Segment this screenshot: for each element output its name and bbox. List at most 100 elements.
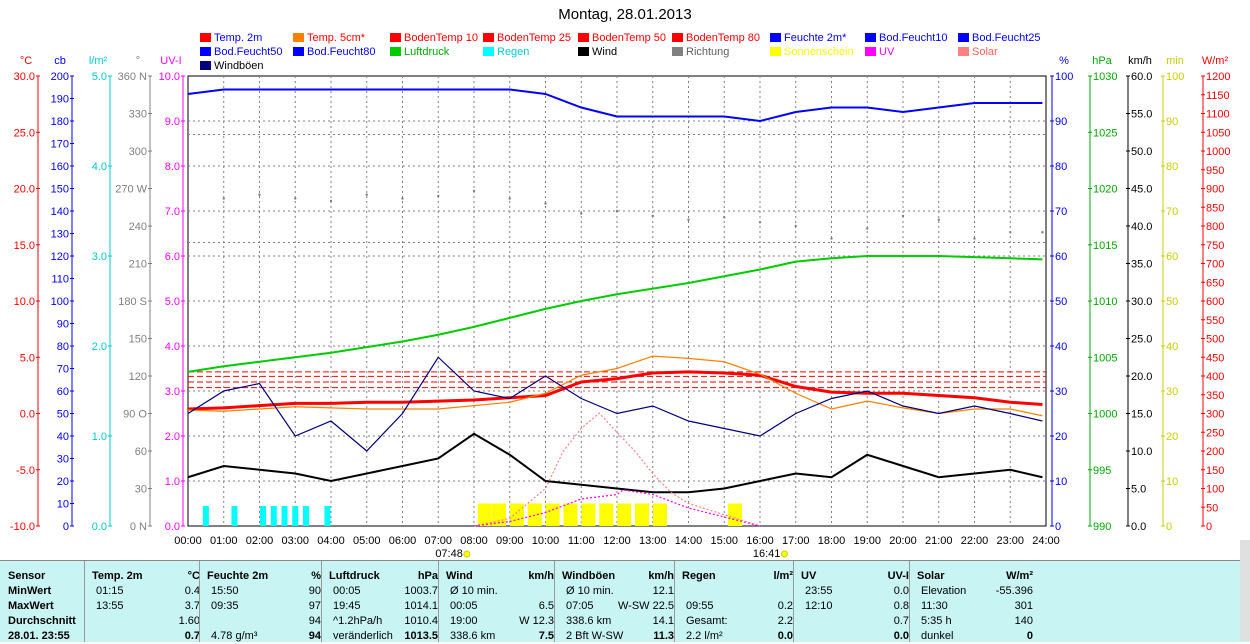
vertical-scrollbar[interactable]	[1240, 540, 1250, 641]
axis-tick-label: 40	[1166, 341, 1178, 353]
axis-label-temp_c: °C	[20, 55, 32, 67]
legend-label: BodenTemp 10	[404, 32, 478, 44]
axis-tick-label: 90	[1055, 116, 1067, 128]
axis-tick-label: 20.0	[1131, 371, 1152, 383]
axis-tick-label: 20	[1166, 431, 1178, 443]
x-tick-label: 06:00	[389, 535, 417, 547]
legend-item-regen: Regen	[483, 46, 529, 58]
axis-tick-label: 40.0	[1131, 221, 1152, 233]
axis-tick-label: 1000	[1206, 146, 1230, 158]
axis-tick-label: 150	[51, 184, 69, 196]
axis-tick-label: 20	[1055, 431, 1067, 443]
col-unit: hPa	[417, 570, 438, 582]
bar-regen	[281, 506, 288, 526]
axis-tick-label: 10.0	[159, 71, 180, 83]
axis-tick-label: 100	[1166, 71, 1184, 83]
bar-regen	[260, 506, 267, 526]
axis-tick-label: 4.0	[92, 161, 107, 173]
point-richtung	[508, 197, 511, 200]
axis-tick-label: 400	[1206, 371, 1224, 383]
axis-tick-label: 1050	[1206, 127, 1230, 139]
legend-item-feuchte-2m-: Feuchte 2m*	[770, 32, 846, 44]
col-unit: °C	[187, 570, 200, 582]
axis-tick-label: 20.0	[14, 184, 35, 196]
legend-label: UV	[879, 46, 895, 58]
axis-tick-label: 5.0	[92, 71, 107, 83]
axis-tick-label: 35.0	[1131, 259, 1152, 271]
cell-value: 0.7	[184, 630, 200, 642]
x-tick-label: 10:00	[532, 535, 560, 547]
axis-tick-label: 30	[1055, 386, 1067, 398]
legend-swatch	[483, 47, 494, 56]
table-col-separator	[321, 561, 322, 642]
axis-label-humidity: %	[1059, 55, 1069, 67]
legend-item-bod-feucht50: Bod.Feucht50	[200, 46, 283, 58]
axis-tick-label: 50	[1206, 502, 1218, 514]
axis-tick-label: 60.0	[1131, 71, 1152, 83]
cell-value: 6.5	[538, 600, 554, 612]
legend-swatch	[958, 33, 969, 42]
legend-swatch	[200, 61, 211, 70]
cell-label: 09:35	[211, 600, 239, 612]
cell-label: 338.6 km	[566, 615, 612, 627]
axis-tick-label: 250	[1206, 427, 1224, 439]
x-tick-label: 24:00	[1032, 535, 1060, 547]
legend-item-temp-5cm-: Temp. 5cm*	[293, 32, 365, 44]
line-uv	[473, 489, 761, 527]
cell-label: 2 Bft W-SW	[566, 630, 624, 642]
legend-item-uv: UV	[865, 46, 894, 58]
axis-tick-label: 150	[129, 334, 147, 346]
line-temp-5cm-	[187, 355, 1043, 417]
bar-sonnenschein	[545, 503, 560, 526]
axis-label-solar: W/m²	[1202, 55, 1229, 67]
cell-value: 0.2	[777, 600, 793, 612]
axis-tick-label: 5.0	[1131, 484, 1146, 496]
cell-label: 2.2 l/m²	[686, 630, 723, 642]
axis-tick-label: 50	[57, 409, 69, 421]
axis-tick-label: 45.0	[1131, 184, 1152, 196]
cell-value: 12.1	[652, 585, 674, 597]
cell-value: 0.4	[184, 585, 200, 597]
axis-tick-label: -10.0	[10, 521, 35, 533]
axis-tick-label: 990	[1093, 521, 1111, 533]
axis-tick-label: 1100	[1206, 109, 1230, 121]
axis-tick-label: 300	[1206, 409, 1224, 421]
axis-tick-label: 40	[1055, 341, 1067, 353]
legend-item-wind: Wind	[578, 46, 617, 58]
col-title: UV	[801, 570, 817, 582]
cell-value: 0.0	[893, 630, 909, 642]
legend-swatch	[672, 33, 683, 42]
line-temp-2m	[187, 370, 1043, 411]
row-label: MinWert	[8, 585, 52, 597]
legend-label: Temp. 5cm*	[307, 32, 366, 44]
axis-tick-label: 60	[1166, 251, 1178, 263]
point-richtung	[794, 224, 797, 228]
col-unit: l/m²	[773, 570, 793, 582]
axis-label-sun_min: min	[1166, 55, 1184, 67]
cell-label: dunkel	[921, 630, 954, 642]
axis-tick-label: 15.0	[1131, 409, 1152, 421]
point-richtung	[687, 218, 690, 221]
axis-tick-label: 100	[1055, 71, 1073, 83]
bar-regen	[302, 506, 309, 526]
cell-value: 1014.1	[404, 600, 438, 612]
axis-tick-label: 170	[51, 139, 69, 151]
axis-tick-label: 240	[129, 221, 147, 233]
point-richtung	[866, 227, 869, 230]
bar-sonnenschein	[581, 503, 596, 526]
axis-tick-label: 200	[1206, 446, 1224, 458]
axis-tick-label: 70	[1166, 206, 1178, 218]
line-luftdruck	[187, 255, 1043, 373]
cell-label: 5:35 h	[921, 615, 952, 627]
cell-label: Elevation	[921, 585, 967, 597]
legend-label: BodenTemp 80	[686, 32, 760, 44]
sunset-label: 16:41	[753, 548, 781, 560]
axis-tick-label: 3.0	[165, 386, 180, 398]
col-title: Temp. 2m	[92, 570, 143, 582]
cell-value: 1.60	[178, 615, 200, 627]
cell-label: ^1.2hPa/h	[333, 615, 383, 627]
legend-label: BodenTemp 25	[497, 32, 571, 44]
x-tick-label: 11:00	[568, 535, 595, 547]
cell-value: 94	[308, 615, 321, 627]
x-tick-label: 21:00	[925, 535, 953, 547]
